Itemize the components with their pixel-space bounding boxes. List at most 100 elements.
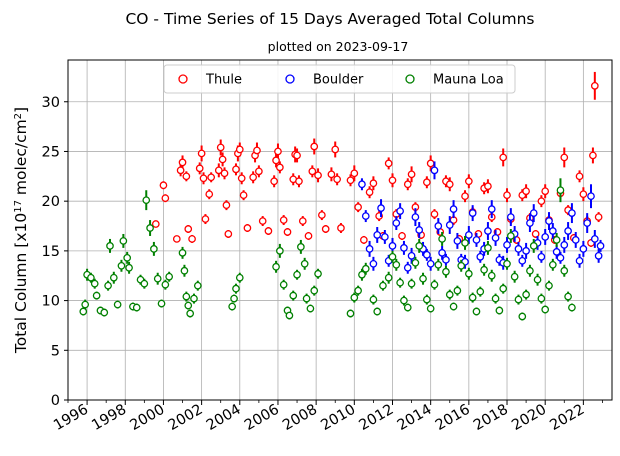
mauna-loa-data-point xyxy=(279,280,288,289)
mauna-loa-data-point xyxy=(150,245,158,253)
mauna-loa-data-point xyxy=(314,269,322,278)
boulder-data-point xyxy=(396,207,404,215)
thule-data-point xyxy=(249,173,258,182)
thule-data-point xyxy=(537,197,546,206)
mauna-loa-data-point xyxy=(272,262,280,271)
mauna-loa-data-point xyxy=(302,294,311,303)
mauna-loa-data-point xyxy=(472,307,481,316)
mauna-loa-data-point xyxy=(487,271,496,280)
mauna-loa-data-point xyxy=(426,304,435,313)
y-tick-label: 20 xyxy=(42,194,60,210)
thule-data-point xyxy=(232,165,240,174)
mauna-loa-data-point xyxy=(232,284,240,293)
boulder-data-point xyxy=(514,245,523,253)
mauna-loa-data-point xyxy=(109,273,118,282)
thule-data-point xyxy=(354,203,362,211)
mauna-loa-data-point xyxy=(235,273,244,282)
mauna-loa-data-point xyxy=(461,239,469,247)
x-tick-label: 2004 xyxy=(204,402,244,434)
y-tick-label: 15 xyxy=(42,244,60,260)
series-mauna-loa xyxy=(79,178,576,321)
mauna-loa-data-point xyxy=(537,294,546,303)
series-thule xyxy=(151,71,603,247)
mauna-loa-data-point xyxy=(522,290,530,299)
mauna-loa-data-point xyxy=(369,295,378,304)
mauna-loa-data-point xyxy=(560,266,569,275)
boulder-data-point xyxy=(526,219,534,227)
mauna-loa-data-point xyxy=(358,270,366,279)
legend-label-boulder: Boulder xyxy=(313,73,364,88)
thule-data-point xyxy=(398,232,406,240)
mauna-loa-data-point xyxy=(556,186,565,195)
mauna-loa-data-point xyxy=(297,243,305,251)
boulder-data-point xyxy=(571,236,580,244)
thule-data-point xyxy=(522,187,530,196)
mauna-loa-data-point xyxy=(346,309,355,318)
y-axis-label-exponent-2: 2 xyxy=(13,113,24,119)
thule-data-point xyxy=(484,182,492,191)
mauna-loa-data-point xyxy=(90,279,99,288)
thule-data-point xyxy=(293,151,301,160)
x-tick-label: 2010 xyxy=(318,402,358,434)
mauna-loa-data-point xyxy=(354,286,362,295)
thule-data-point xyxy=(337,224,345,232)
thule-data-point xyxy=(560,153,569,162)
thule-data-point xyxy=(239,191,248,200)
mauna-loa-data-point xyxy=(132,303,141,312)
boulder-data-point xyxy=(430,166,439,175)
mauna-loa-data-point xyxy=(545,281,553,290)
thule-data-point xyxy=(360,236,368,244)
thule-data-point xyxy=(184,225,193,233)
mauna-loa-data-point xyxy=(285,311,294,320)
thule-data-point xyxy=(369,179,378,188)
mauna-loa-data-point xyxy=(533,275,542,284)
boulder-data-point xyxy=(407,251,416,260)
thule-data-point xyxy=(279,216,288,224)
mauna-loa-data-point xyxy=(568,303,576,312)
boulder-data-point xyxy=(415,226,424,234)
thule-data-point xyxy=(575,172,584,181)
mauna-loa-data-point xyxy=(228,302,237,311)
mauna-loa-data-point xyxy=(106,242,114,250)
x-tick-label: 2016 xyxy=(433,402,473,434)
boulder-data-point xyxy=(468,209,477,217)
x-tick-label: 2022 xyxy=(547,402,587,434)
boulder-data-point xyxy=(442,255,450,264)
thule-data-point xyxy=(255,167,263,176)
mauna-loa-data-point xyxy=(415,242,424,250)
x-tick-label: 2000 xyxy=(127,402,167,434)
thule-data-point xyxy=(388,176,397,185)
mauna-loa-data-point xyxy=(293,270,301,279)
chart-title: CO - Time Series of 15 Days Averaged Tot… xyxy=(125,10,534,28)
thule-data-point xyxy=(218,155,227,164)
thule-data-point xyxy=(464,177,473,186)
boulder-data-point xyxy=(434,222,443,230)
mauna-loa-data-point xyxy=(190,294,198,303)
boulder-data-point xyxy=(583,219,592,227)
thule-data-point xyxy=(258,217,267,225)
boulder-data-point xyxy=(594,251,603,260)
boulder-data-point xyxy=(541,233,550,241)
mauna-loa-data-point xyxy=(140,279,149,288)
boulder-data-point xyxy=(522,247,530,255)
boulder-data-point xyxy=(369,259,378,268)
mauna-loa-data-point xyxy=(125,263,133,272)
mauna-loa-data-point xyxy=(442,267,450,276)
x-tick-label: 1998 xyxy=(89,402,129,434)
thule-data-point xyxy=(197,149,206,158)
mauna-loa-data-point xyxy=(123,253,132,262)
mauna-loa-data-point xyxy=(434,260,443,269)
boulder-data-point xyxy=(476,252,485,261)
boulder-data-point xyxy=(472,236,481,244)
thule-data-point xyxy=(503,191,511,200)
mauna-loa-data-point xyxy=(400,296,408,305)
thule-data-point xyxy=(304,232,313,240)
mauna-loa-data-point xyxy=(526,266,534,275)
mauna-loa-data-point xyxy=(180,266,189,275)
mauna-loa-data-point xyxy=(81,300,90,309)
mauna-loa-data-point xyxy=(350,293,359,302)
thule-data-point xyxy=(270,177,278,186)
boulder-data-point xyxy=(400,244,408,252)
thule-data-point xyxy=(274,147,282,156)
y-tick-label: 5 xyxy=(51,343,60,359)
